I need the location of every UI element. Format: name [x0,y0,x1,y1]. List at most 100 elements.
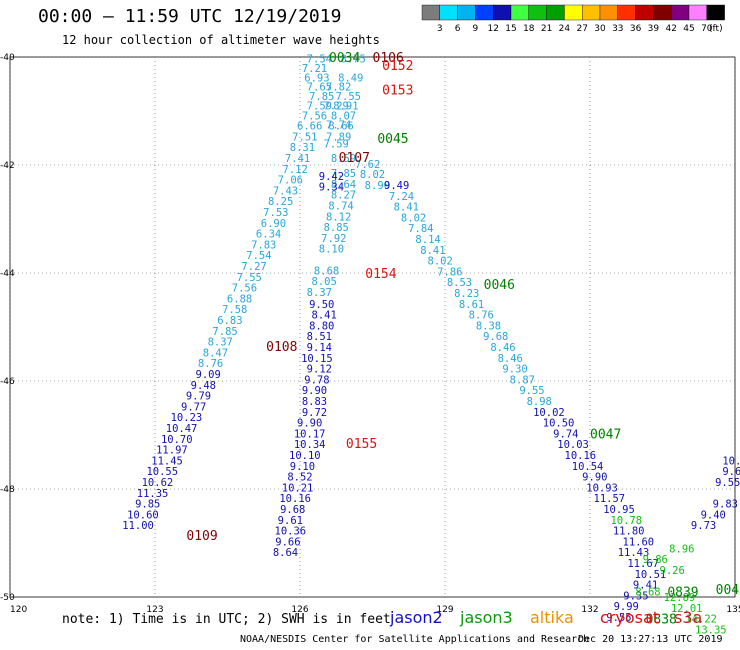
pass-time-label: 0106 [373,51,404,66]
swh-point: 7.74 [326,120,351,132]
swh-point: 7.55 [336,91,361,103]
swh-point: 7.21 [302,63,327,75]
swh-point: 11.97 [156,445,188,457]
swh-point: 8.64 [331,179,356,191]
swh-point: 7.29 [324,101,349,113]
swh-point: 10.10 [289,450,321,462]
swh-point: 10.16 [279,493,311,505]
swh-point: 11.67 [627,558,659,570]
pass-time-label: 0047 [590,427,621,442]
colorbar-label: 18 [523,24,535,34]
swh-point: 9.74 [553,428,578,440]
swh-point: 8.51 [307,331,332,343]
swh-point: 7.82 [326,82,351,94]
swh-point: 8.31 [290,142,315,154]
swh-point: 8.41 [420,245,445,257]
colorbar-label: 42 [665,24,676,34]
swh-point: 8.59 [331,153,356,165]
chart-title: 00:00 – 11:59 UTC 12/19/2019 [38,6,342,27]
swh-point: 7.12 [283,164,308,176]
swh-point: 9.49 [384,180,409,192]
swh-point: 7.55 [237,272,262,284]
swh-point: 8.91 [333,101,358,113]
swh-point: 6.66 [297,121,322,133]
colorbar-swatch [653,4,672,21]
pass-time-label: 0048 [716,583,740,598]
swh-point: 7.43 [273,185,298,197]
colorbar-swatch [493,4,512,21]
swh-point: 11.57 [594,493,626,505]
y-tick-label: -50 [0,593,15,603]
footnote: note: 1) Time is in UTC; 2) SWH is in fe… [62,612,391,627]
swh-point: 8.87 [510,374,535,386]
swh-point: 8.02 [401,212,426,224]
swh-point: 10.62 [142,477,174,489]
swh-point: 7.41 [285,153,310,165]
swh-point: 11.43 [618,547,650,559]
swh-point: 9.26 [660,565,685,577]
swh-point: 10.51 [635,569,667,581]
swh-point: 9.77 [181,401,206,413]
swh-point: 9.66 [275,536,300,548]
swh-point: 10.03 [557,439,589,451]
swh-point: 14.22 [685,614,717,626]
swh-point: 11.00 [122,520,154,532]
x-tick-label: 120 [10,605,27,615]
swh-point: 8.37 [208,337,233,349]
swh-point: 9.48 [191,380,216,392]
swh-point: 6.34 [256,229,281,241]
swh-point: 9.61 [278,515,303,527]
swh-point: 10.54 [572,461,604,473]
swh-point: 8.49 [338,73,363,85]
swh-point: 10.47 [166,423,198,435]
colorbar-label: 3 [437,24,443,34]
swh-point: 7.62 [355,159,380,171]
pass-time-label: 0034 [329,51,360,66]
x-tick-label: 123 [146,605,163,615]
swh-point: 7.85 [212,326,237,338]
swh-point: 9.35 [623,590,648,602]
y-tick-label: -44 [0,269,15,279]
colorbar-swatch [421,4,440,21]
swh-point: 8.68 [635,587,660,599]
colorbar-swatch [617,4,636,21]
colorbar-label: 70 [701,24,713,34]
swh-point: 7.56 [302,110,327,122]
swh-point: 7.24 [389,191,414,203]
swh-point: 9.12 [307,364,332,376]
colorbar-label: 12 [487,24,498,34]
colorbar-swatch [528,4,547,21]
swh-point: 8.74 [328,201,353,213]
swh-point: 8.37 [307,287,332,299]
swh-point: 10.15 [301,353,333,365]
swh-point: 8.05 [312,276,337,288]
colorbar-label: 15 [505,24,516,34]
swh-point: 8.53 [447,277,472,289]
swh-point: 8.85 [324,222,349,234]
pass-time-label: 0839 [667,586,698,601]
legend-jason2: jason2 [390,608,443,627]
colorbar-swatch [688,4,707,21]
swh-point: 11.80 [613,526,645,538]
swh-point: 7.89 [326,131,351,143]
legend-cryosat: cryosat [600,608,660,627]
swh-point: 9.09 [196,369,221,381]
swh-point: 7.56 [232,283,257,295]
swh-point: 11.35 [137,488,169,500]
swh-point: 7.54 [307,54,332,66]
colorbar-swatch [510,4,529,21]
swh-point: 7.84 [408,223,433,235]
colorbar-label: 33 [612,24,623,34]
swh-point: 9.42 [319,171,344,183]
timestamp: Dec 20 13:27:13 UTC 2019 [578,634,723,645]
swh-point: 7.83 [251,239,276,251]
swh-point: 7.85 [309,91,334,103]
swh-point: 11.60 [623,536,655,548]
swh-point: 10.95 [603,504,635,516]
swh-point: 7.53 [263,207,288,219]
swh-point: 9.10 [290,461,315,473]
colorbar-swatch [582,4,601,21]
plot-frame [9,56,736,598]
swh-point: 9.68 [483,331,508,343]
